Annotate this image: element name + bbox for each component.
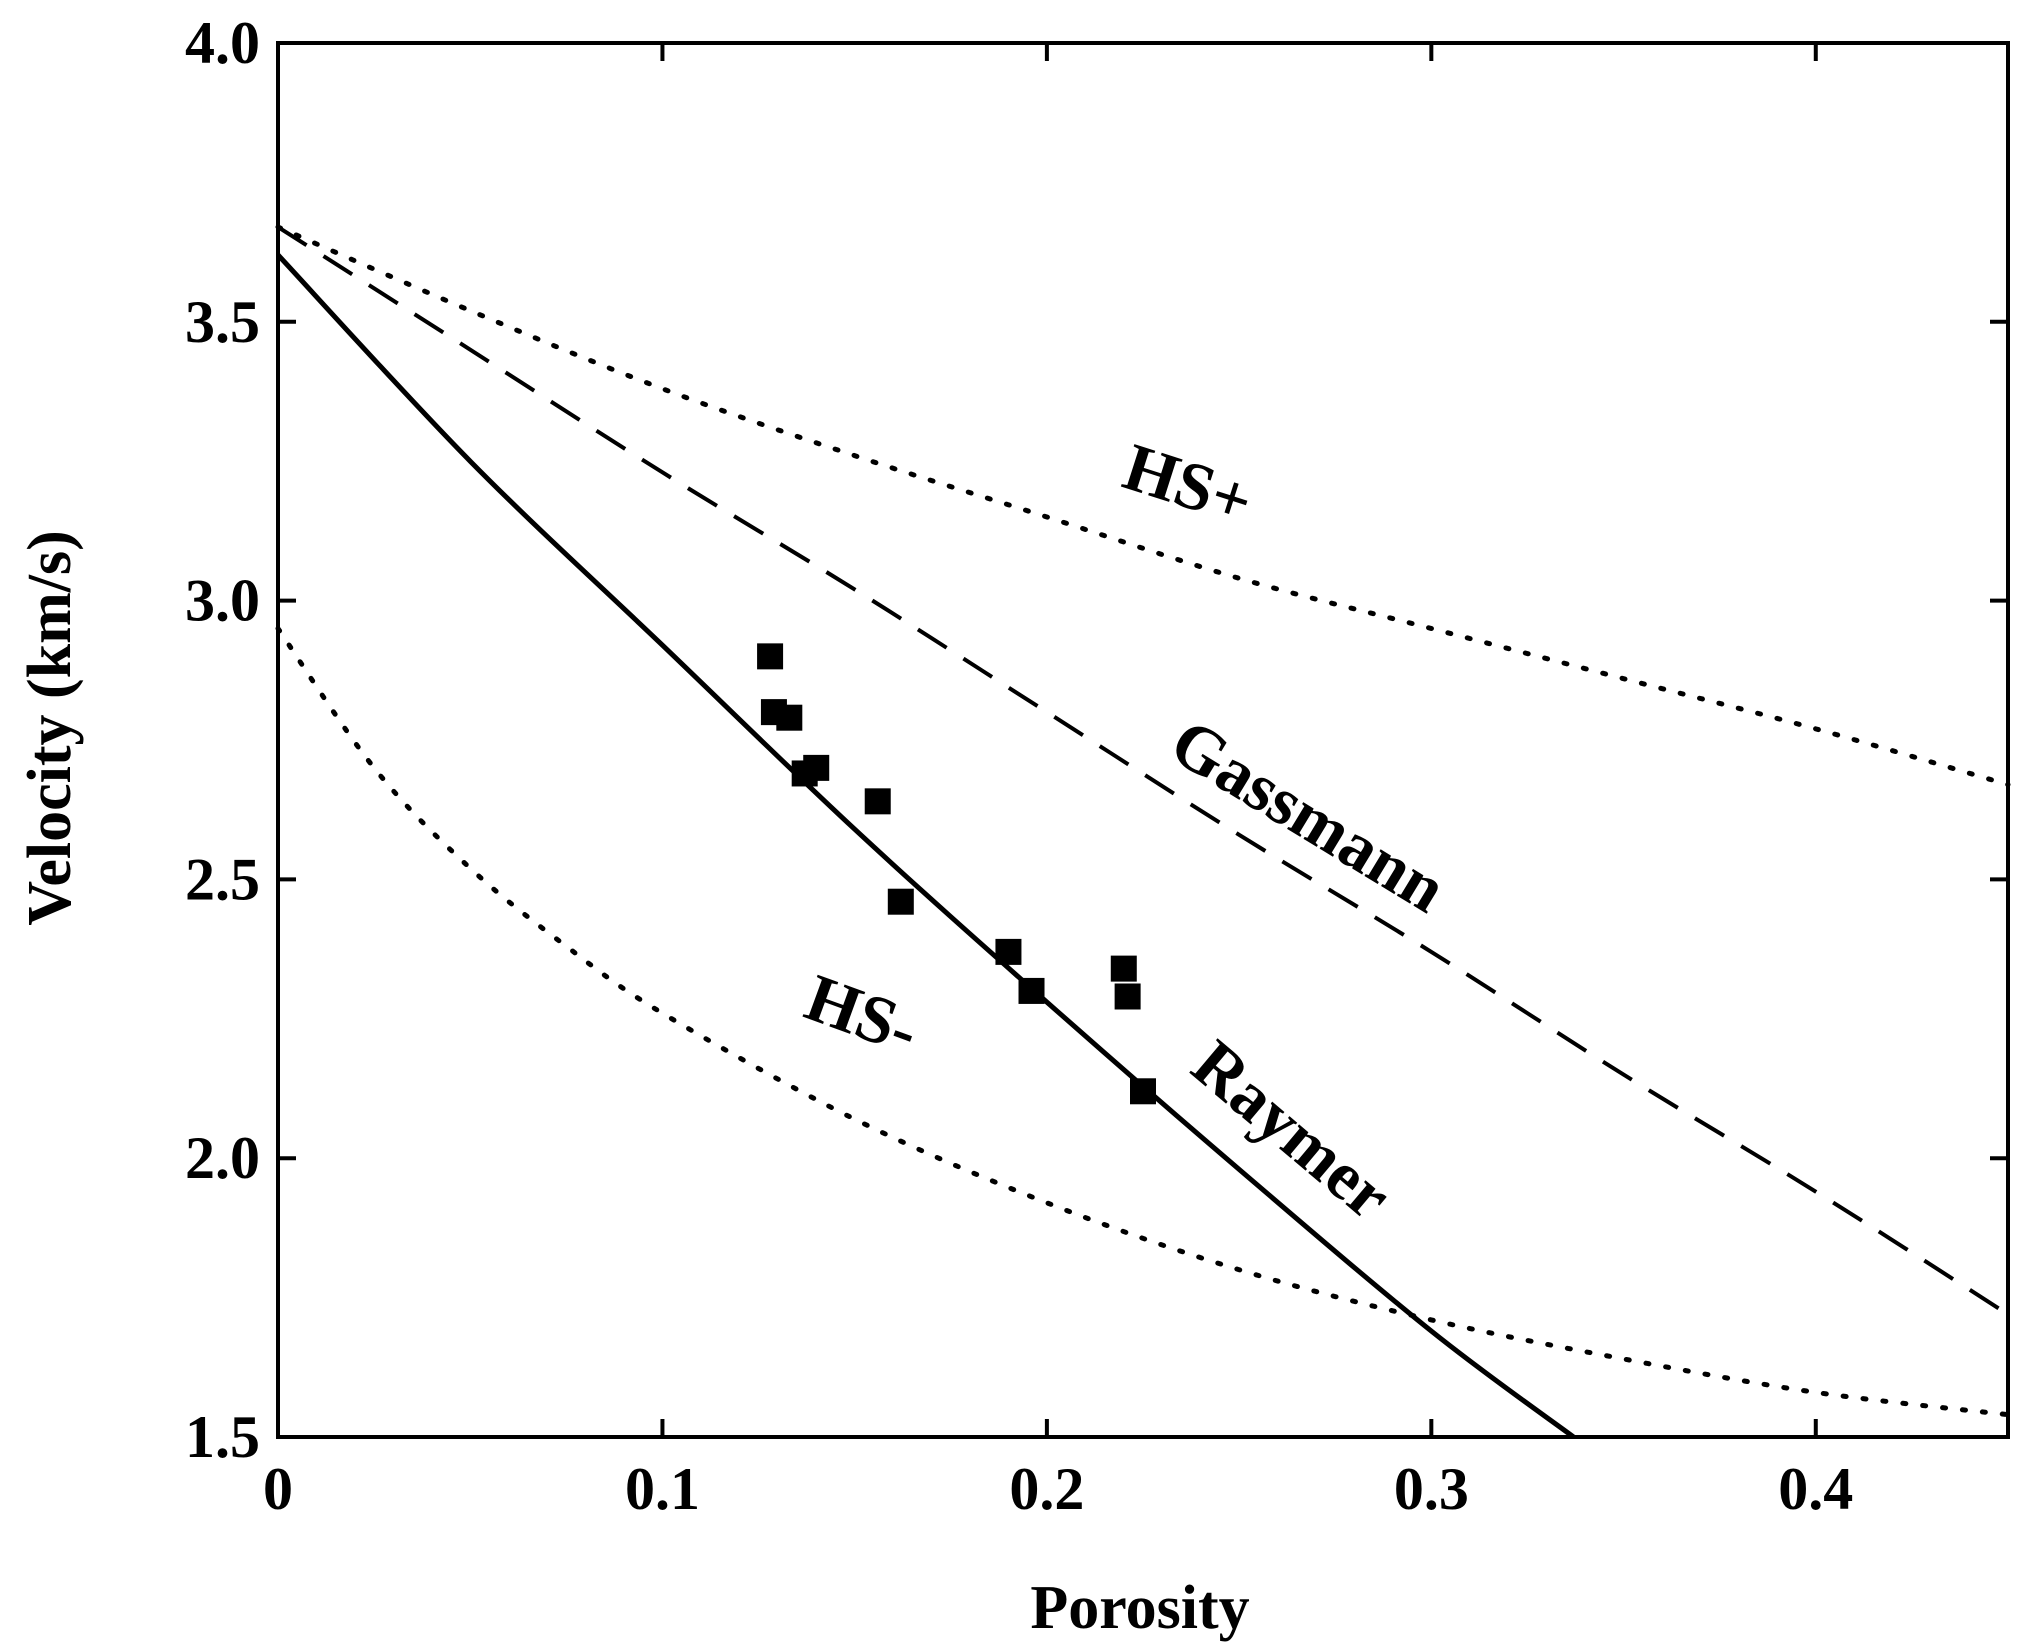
y-tick-label: 2.5 bbox=[185, 846, 260, 912]
x-tick-label: 0 bbox=[263, 1456, 293, 1522]
data-point bbox=[757, 643, 784, 670]
curve-labels-layer: HS+ Gassmann Raymer HS- bbox=[796, 428, 1459, 1234]
data-point bbox=[887, 888, 914, 915]
x-tick-label: 0.3 bbox=[1394, 1456, 1469, 1522]
y-tick-label: 3.0 bbox=[185, 568, 260, 634]
data-points-layer bbox=[757, 643, 1156, 1105]
data-point bbox=[1114, 983, 1141, 1010]
y-tick-label: 4.0 bbox=[185, 10, 260, 76]
x-axis-title: Porosity bbox=[1030, 1574, 1249, 1642]
x-tick-label: 0.4 bbox=[1778, 1456, 1853, 1522]
data-point bbox=[1110, 955, 1137, 982]
data-point bbox=[995, 938, 1022, 965]
curve-label-hs: HS- bbox=[796, 959, 929, 1069]
y-axis-title: Velocity (km/s) bbox=[16, 530, 84, 926]
data-point bbox=[1018, 977, 1045, 1004]
curve-hs bbox=[275, 224, 2011, 788]
data-point bbox=[1130, 1078, 1156, 1105]
curve-label-raymer: Raymer bbox=[1178, 1025, 1406, 1234]
data-point bbox=[803, 754, 830, 781]
ticks-layer: 0 0.1 0.2 0.3 0.4 1.5 2.0 2.5 3.0 3.5 4.0 bbox=[185, 10, 2008, 1522]
x-tick-label: 0.2 bbox=[1009, 1456, 1084, 1522]
curve-gassmann bbox=[276, 225, 2010, 1317]
y-tick-label: 3.5 bbox=[185, 289, 260, 355]
curve-label-hs: HS+ bbox=[1115, 428, 1261, 540]
x-tick-label: 0.1 bbox=[625, 1456, 700, 1522]
curve-raymer bbox=[276, 253, 1576, 1440]
curve-hs bbox=[275, 625, 2011, 1418]
plot-area-frame bbox=[276, 41, 2010, 1439]
y-tick-label: 2.0 bbox=[185, 1125, 260, 1191]
y-tick-label: 1.5 bbox=[185, 1404, 260, 1470]
curve-label-gassmann: Gassmann bbox=[1158, 703, 1459, 927]
curves-layer bbox=[275, 224, 2011, 1440]
data-point bbox=[864, 788, 891, 815]
data-point bbox=[776, 704, 803, 731]
